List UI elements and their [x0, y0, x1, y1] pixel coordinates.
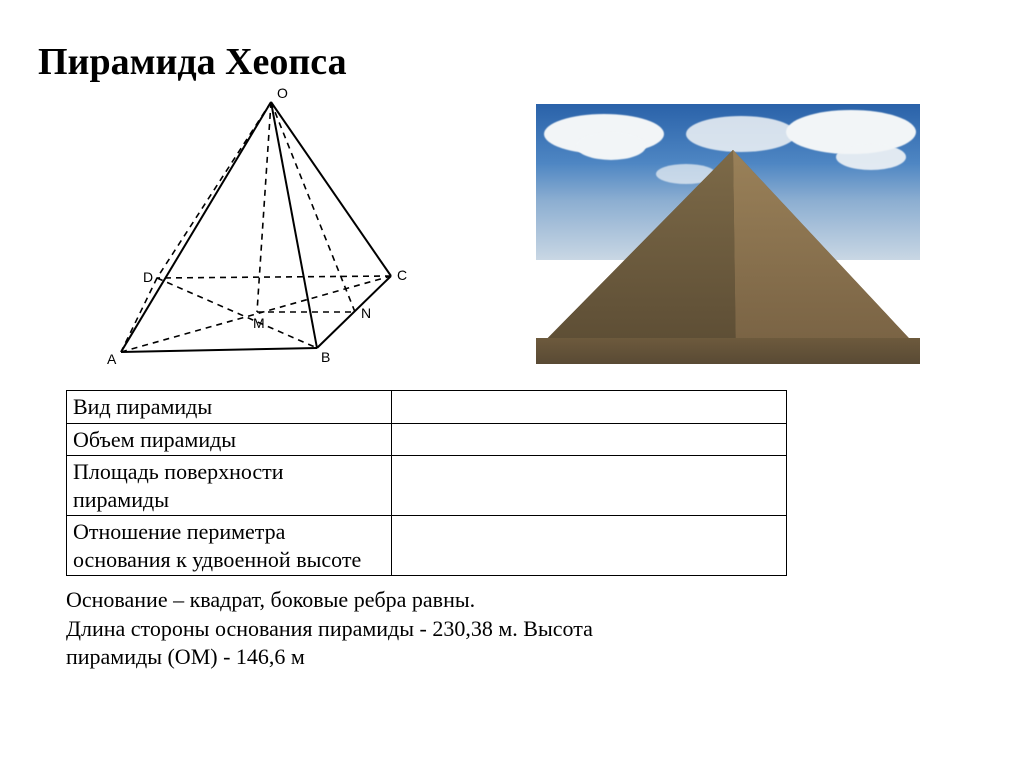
notes-line: Длина стороны основания пирамиды - 230,3… — [66, 615, 988, 644]
photo-ground — [536, 338, 920, 364]
table-cell-value — [392, 456, 787, 516]
page-title: Пирамида Хеопса — [38, 40, 988, 84]
figures-row: O A B C D M N — [96, 80, 988, 380]
table-cell-label: Площадь поверхности пирамиды — [67, 456, 392, 516]
table-row: Отношение периметра основания к удвоенно… — [67, 516, 787, 576]
pyramid-diagram: O A B C D M N — [96, 80, 426, 380]
table-cell-label: Вид пирамиды — [67, 391, 392, 424]
svg-text:C: C — [397, 267, 407, 283]
photo-pyramid-shape — [536, 104, 920, 364]
table-cell-value — [392, 423, 787, 456]
table-cell-label: Объем пирамиды — [67, 423, 392, 456]
svg-text:M: M — [253, 315, 265, 331]
table-cell-value — [392, 391, 787, 424]
notes-line: Основание – квадрат, боковые ребра равны… — [66, 586, 988, 615]
properties-table: Вид пирамидыОбъем пирамидыПлощадь поверх… — [66, 390, 787, 576]
table-row: Объем пирамиды — [67, 423, 787, 456]
svg-text:B: B — [321, 349, 330, 365]
svg-text:O: O — [277, 85, 288, 101]
pyramid-photo — [536, 104, 920, 364]
notes-block: Основание – квадрат, боковые ребра равны… — [66, 586, 988, 672]
table-cell-label: Отношение периметра основания к удвоенно… — [67, 516, 392, 576]
svg-text:A: A — [107, 351, 117, 367]
table-row: Вид пирамиды — [67, 391, 787, 424]
table-cell-value — [392, 516, 787, 576]
svg-text:N: N — [361, 305, 371, 321]
slide: Пирамида Хеопса O A B C D M N — [0, 0, 1024, 768]
table-row: Площадь поверхности пирамиды — [67, 456, 787, 516]
svg-text:D: D — [143, 269, 153, 285]
notes-line: пирамиды (ОМ) - 146,6 м — [66, 643, 988, 672]
